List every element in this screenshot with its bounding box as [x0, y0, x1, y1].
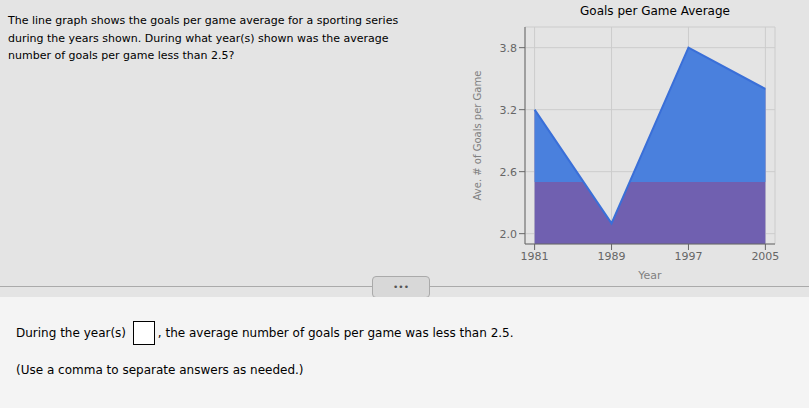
html-text:Goals per Game Average: Goals per Game Average: [580, 4, 730, 18]
html-text:During the year(s): During the year(s): [16, 326, 130, 340]
svg-text:1981: 1981: [521, 250, 549, 263]
html-text:The line graph shows the goals: The line graph shows the goals per game …: [8, 14, 399, 63]
svg-text:Year: Year: [637, 269, 662, 282]
svg-text:2005: 2005: [751, 250, 779, 263]
svg-text:2.6: 2.6: [500, 166, 518, 179]
svg-text:3.2: 3.2: [500, 104, 518, 117]
html-text:(Use a comma to separate answe: (Use a comma to separate answers as need…: [16, 363, 304, 377]
svg-text:1989: 1989: [598, 250, 626, 263]
svg-text:2.0: 2.0: [500, 228, 518, 241]
svg-text:3.8: 3.8: [500, 42, 518, 55]
svg-text:Ave. # of Goals per Game: Ave. # of Goals per Game: [472, 71, 483, 201]
svg-text:1997: 1997: [674, 250, 702, 263]
html-text:, the average number of goals: , the average number of goals per game w…: [157, 326, 514, 340]
